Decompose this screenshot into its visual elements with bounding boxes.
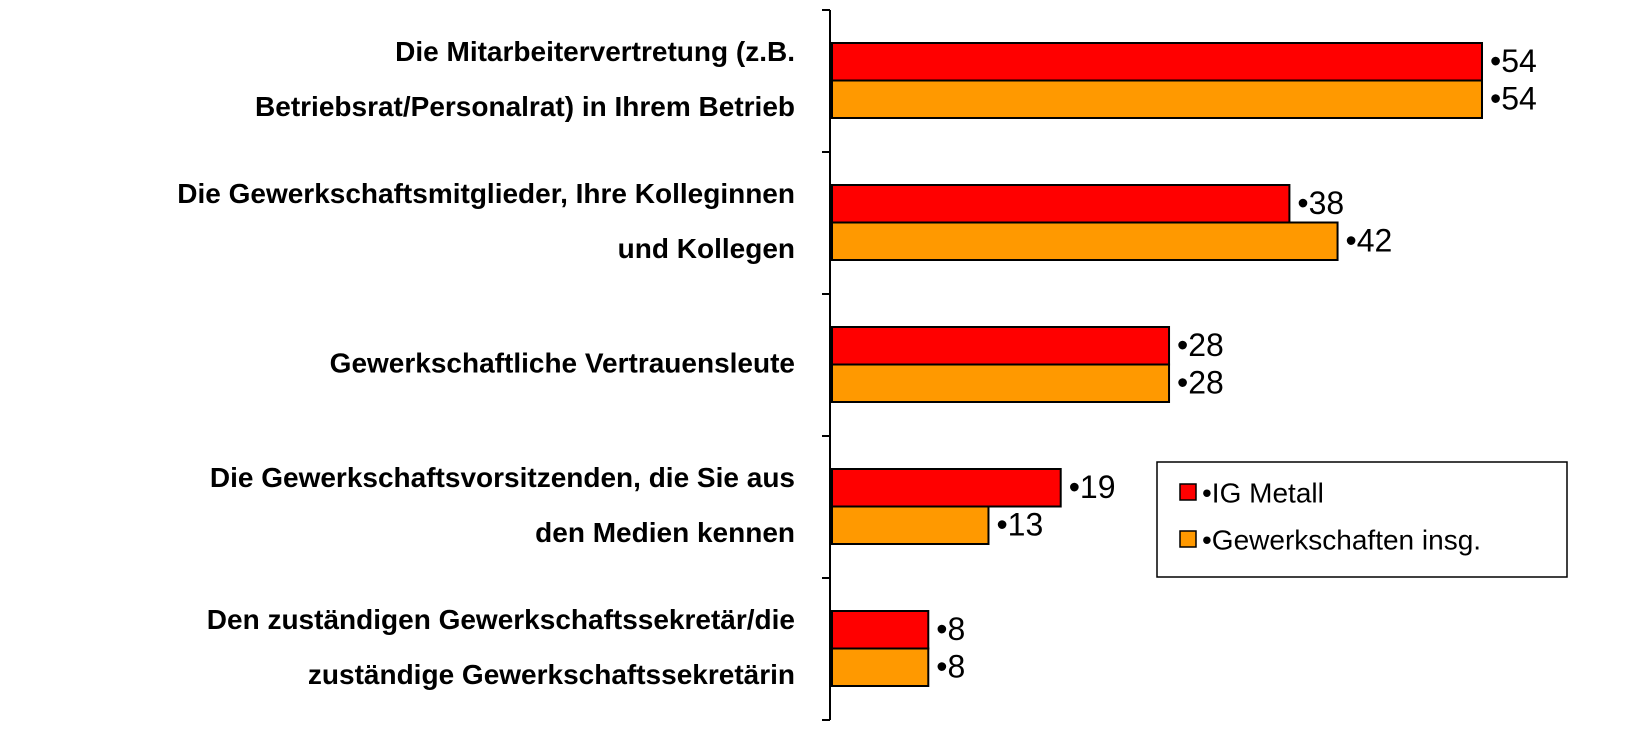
value-label: •8 xyxy=(936,649,965,685)
value-label: •54 xyxy=(1490,81,1537,117)
category-label: den Medien kennen xyxy=(535,517,795,548)
value-label: •28 xyxy=(1177,365,1224,401)
value-label: •19 xyxy=(1069,469,1116,505)
value-label: •8 xyxy=(936,611,965,647)
bar xyxy=(831,647,930,687)
legend-box xyxy=(1156,461,1568,578)
bar xyxy=(831,326,1171,366)
category-label: Die Gewerkschaftsvorsitzenden, die Sie a… xyxy=(210,462,795,493)
value-label: •38 xyxy=(1297,185,1344,221)
bar xyxy=(831,221,1339,261)
bar xyxy=(831,505,990,545)
bar xyxy=(831,363,1171,403)
category-label: Gewerkschaftliche Vertrauensleute xyxy=(330,347,795,378)
legend-label: •IG Metall xyxy=(1202,477,1324,508)
category-label: zuständige Gewerkschaftssekretärin xyxy=(308,659,795,690)
category-label: Die Gewerkschaftsmitglieder, Ihre Kolleg… xyxy=(177,178,795,209)
bar xyxy=(831,468,1062,508)
legend-swatch xyxy=(1179,483,1197,501)
value-label: •28 xyxy=(1177,327,1224,363)
bar xyxy=(831,79,1483,119)
value-label: •13 xyxy=(996,507,1043,543)
legend-swatch xyxy=(1179,530,1197,548)
category-label: Den zuständigen Gewerkschaftssekretär/di… xyxy=(207,604,795,635)
value-label: •42 xyxy=(1346,223,1393,259)
bar xyxy=(831,42,1483,82)
legend-label: •Gewerkschaften insg. xyxy=(1202,524,1481,555)
bar xyxy=(831,610,930,650)
category-label: Die Mitarbeitervertretung (z.B. xyxy=(395,36,795,67)
category-label: Betriebsrat/Personalrat) in Ihrem Betrie… xyxy=(255,91,795,122)
value-label: •54 xyxy=(1490,43,1537,79)
category-label: und Kollegen xyxy=(618,233,795,264)
bar xyxy=(831,184,1291,224)
